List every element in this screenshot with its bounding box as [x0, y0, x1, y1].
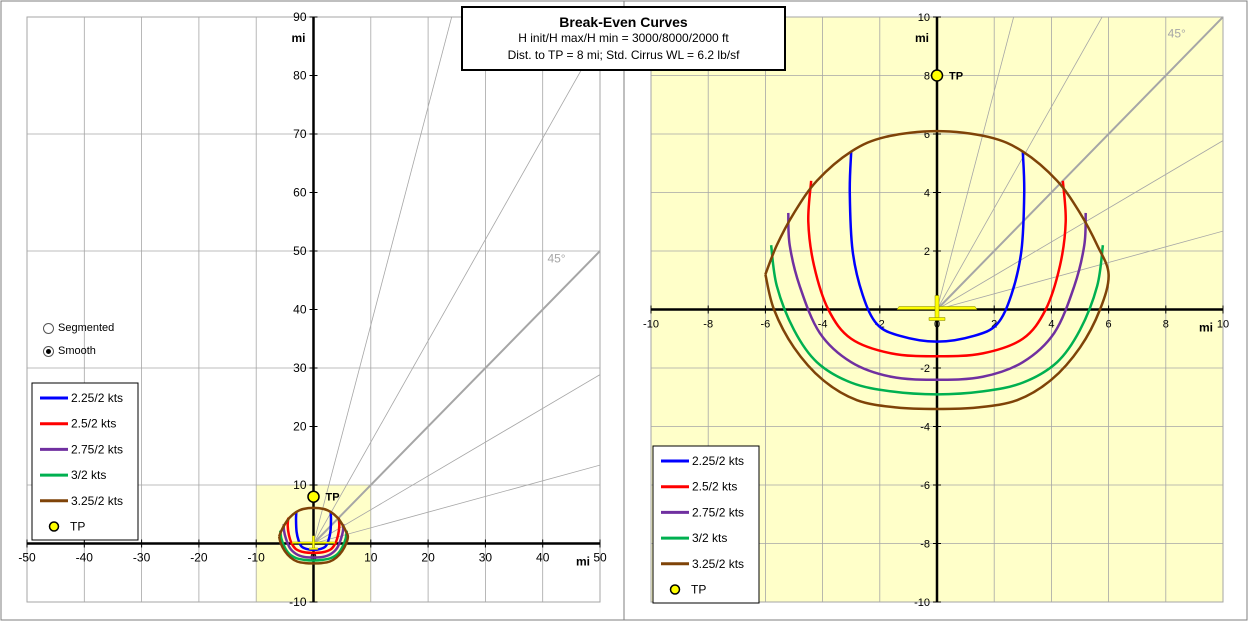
detail-x-axis-label: mi: [1199, 321, 1213, 335]
detail-y-tick-label: 10: [918, 12, 930, 24]
overview-legend-label: 3.25/2 kts: [71, 494, 123, 508]
detail-tp-marker: [932, 70, 943, 81]
overview-x-tick-label: -20: [190, 551, 208, 565]
detail-legend-label: 2.75/2 kts: [692, 505, 744, 519]
detail-legend-label: 2.5/2 kts: [692, 480, 737, 494]
detail-x-tick-label: -4: [818, 319, 828, 331]
detail-x-tick-label: 6: [1106, 319, 1112, 331]
detail-y-tick-label: -6: [920, 480, 930, 492]
radio-smooth[interactable]: Smooth: [43, 343, 114, 359]
detail-y-tick-label: -10: [914, 597, 930, 609]
overview-x-axis-label: mi: [576, 555, 590, 569]
detail-x-tick-label: 8: [1163, 319, 1169, 331]
overview-x-tick-label: -10: [248, 551, 266, 565]
detail-x-tick-label: -8: [703, 319, 713, 331]
overview-x-tick-label: 50: [593, 551, 607, 565]
overview-y-tick-label: 90: [293, 10, 307, 24]
detail-tp-label: TP: [949, 71, 963, 83]
overview-x-tick-label: 10: [364, 551, 378, 565]
detail-y-tick-label: 4: [924, 188, 930, 200]
overview-legend-label: 2.5/2 kts: [71, 417, 116, 431]
detail-x-tick-label: 10: [1217, 319, 1229, 331]
overview-y-tick-label: 70: [293, 127, 307, 141]
detail-x-tick-label: -10: [643, 319, 659, 331]
overview-x-tick-label: -30: [133, 551, 151, 565]
overview-glider-fuselage: [312, 536, 314, 549]
detail-legend-box: [653, 446, 759, 603]
radio-segmented[interactable]: Segmented: [43, 320, 114, 336]
overview-y-tick-label: 10: [293, 478, 307, 492]
overview-legend-tp-swatch: [50, 522, 59, 531]
overview-y-tick-label: 60: [293, 186, 307, 200]
radio-smooth-label: Smooth: [58, 345, 96, 357]
detail-legend-tp-swatch: [671, 585, 680, 594]
overview-x-tick-label: 20: [421, 551, 435, 565]
detail-y-tick-label: -4: [920, 422, 930, 434]
detail-x-tick-label: 4: [1048, 319, 1054, 331]
detail-legend-label: 2.25/2 kts: [692, 454, 744, 468]
chart-subtitle-line1: H init/H max/H min = 3000/8000/2000 ft: [463, 30, 784, 47]
overview-y-tick-label: 80: [293, 69, 307, 83]
chart-subtitle-line2: Dist. to TP = 8 mi; Std. Cirrus WL = 6.2…: [463, 47, 784, 64]
detail-legend-label: TP: [691, 583, 706, 597]
overview-glider-tail: [309, 548, 318, 550]
radio-segmented-label: Segmented: [58, 322, 114, 334]
overview-x-tick-label: -40: [76, 551, 94, 565]
overview-legend-label: 3/2 kts: [71, 468, 106, 482]
detail-y-tick-label: 8: [924, 71, 930, 83]
overview-legend-label: 2.25/2 kts: [71, 391, 123, 405]
radio-segmented-circle-icon[interactable]: [43, 323, 54, 334]
overview-ray-75deg: [314, 0, 611, 544]
overview-x-tick-label: -50: [18, 551, 36, 565]
overview-y-tick-label: 20: [293, 420, 307, 434]
overview-x-tick-label: 30: [479, 551, 493, 565]
overview-y-tick-label: -10: [289, 595, 307, 609]
overview-y-axis-label: mi: [291, 31, 305, 45]
detail-y-tick-label: -2: [920, 363, 930, 375]
detail-legend: 2.25/2 kts 2.5/2 kts 2.75/2 kts 3/2 kts 3.25…: [653, 446, 759, 603]
overview-legend-label: 2.75/2 kts: [71, 442, 123, 456]
overview-tp-label: TP: [326, 492, 340, 504]
radio-smooth-circle-icon[interactable]: [43, 346, 54, 357]
detail-y-axis-label: mi: [915, 31, 929, 45]
overview-legend: 2.25/2 kts 2.5/2 kts 2.75/2 kts 3/2 kts 3.25…: [32, 383, 138, 540]
overview-tp-marker: [308, 491, 319, 502]
overview-ray-45-label: 45°: [547, 252, 565, 266]
overview-legend-box: [32, 383, 138, 540]
detail-ray-45-label: 45°: [1168, 26, 1186, 40]
overview-legend-label: TP: [70, 520, 85, 534]
chart-title: Break-Even Curves: [463, 14, 784, 30]
detail-y-tick-label: -8: [920, 539, 930, 551]
overview-y-tick-label: 40: [293, 303, 307, 317]
detail-legend-label: 3/2 kts: [692, 531, 727, 545]
detail-legend-label: 3.25/2 kts: [692, 557, 744, 571]
detail-x-tick-label: -6: [761, 319, 771, 331]
detail-y-tick-label: 2: [924, 246, 930, 258]
curve-mode-radio-group: Segmented Smooth: [43, 320, 114, 366]
chart-title-box: Break-Even Curves H init/H max/H min = 3…: [461, 6, 786, 71]
overview-x-tick-label: 40: [536, 551, 550, 565]
overview-y-tick-label: 50: [293, 244, 307, 258]
detail-glider-tail: [929, 318, 945, 321]
overview-y-tick-label: 30: [293, 361, 307, 375]
detail-glider-fuselage: [935, 296, 939, 320]
